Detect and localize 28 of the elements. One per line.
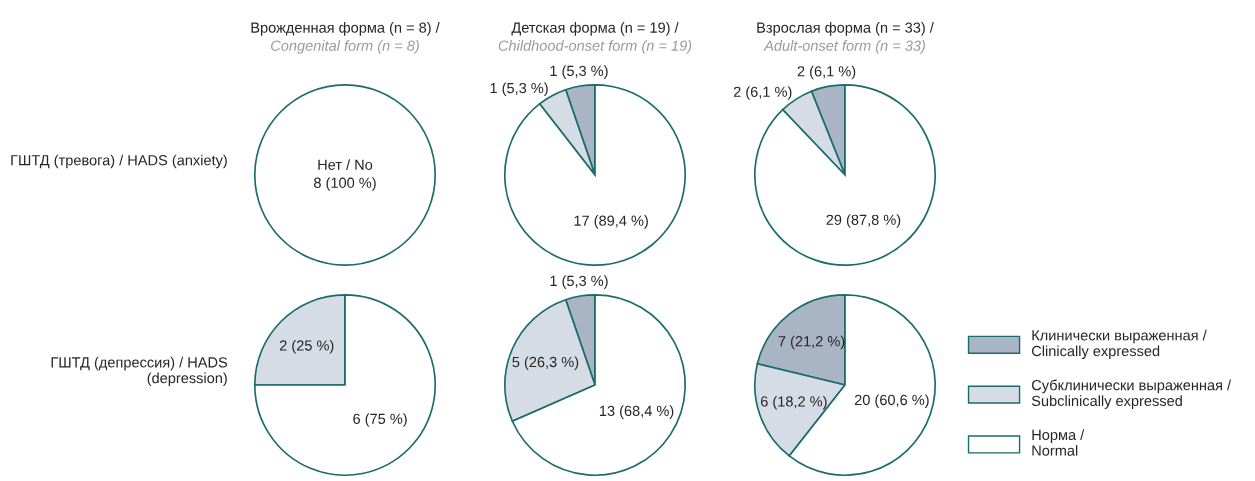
- legend-label: Клинически выраженная / Clinically expressed: [1031, 329, 1207, 360]
- data-label: 5 (26,3 %): [512, 356, 579, 371]
- text: Нет / No: [318, 159, 373, 170]
- data-label: 17 (89,4 %): [574, 215, 648, 229]
- data-label: 6 (75 %): [353, 413, 407, 427]
- data-label: 1 (5,3 %): [550, 65, 608, 79]
- chart-subtitle: Congenital form (n = 8): [271, 40, 419, 54]
- data-label: 1 (5,3 %): [550, 275, 608, 289]
- text: ГШТД (депрессия) / HADS (depression): [51, 356, 228, 387]
- chart-subtitle: Childhood-onset form (n = 19): [498, 40, 692, 54]
- chart-title: Взрослая форма (n = 33) /: [757, 22, 934, 36]
- pie-slice: [503, 83, 687, 267]
- data-label: 8 (100 %): [314, 177, 376, 191]
- data-label: 2 (6,1 %): [797, 65, 856, 80]
- data-label: 20 (60,6 %): [854, 394, 929, 409]
- data-label: 2 (25 %): [279, 339, 334, 354]
- pie-slice: [253, 293, 437, 477]
- data-label: 2 (6,1 %): [733, 86, 792, 100]
- data-label: 13 (68,4 %): [599, 405, 674, 419]
- data-label: 6 (18,2 %): [760, 395, 827, 410]
- data-label: 29 (87,8 %): [826, 214, 901, 228]
- chart-title: Детская форма (n = 19) /: [511, 22, 679, 36]
- data-label: 1 (5,3 %): [490, 82, 548, 97]
- legend-label: Субклинически выраженная / Subclinically expressed: [1031, 379, 1232, 409]
- legend-label: Норма / Normal: [1032, 429, 1085, 456]
- chart-subtitle: Adult-onset form (n = 33): [763, 40, 925, 54]
- chart-title: Врожденная форма (n = 8) /: [251, 22, 440, 36]
- text: ГШТД (тревога) / HADS (anxiety): [11, 154, 227, 169]
